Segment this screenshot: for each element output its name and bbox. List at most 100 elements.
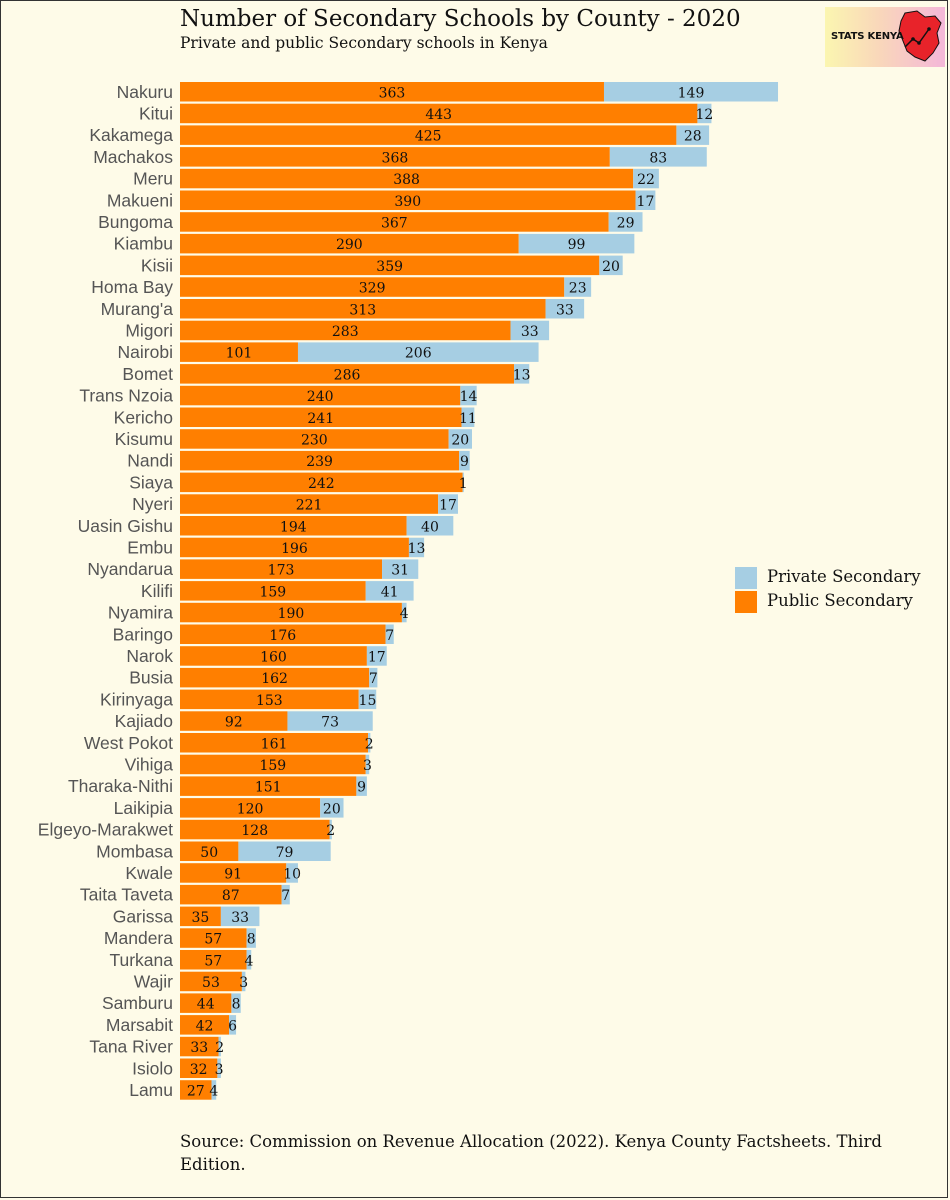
public-value-label: 240 <box>307 389 334 405</box>
logo-text: STATS KENYA <box>831 31 904 42</box>
private-bar-nyamira <box>401 602 407 623</box>
legend-label: Private Secondary <box>767 567 921 586</box>
private-value-label: 99 <box>568 237 586 253</box>
category-label: West Pokot <box>84 733 173 753</box>
public-value-label: 313 <box>349 302 376 318</box>
category-label: Kwale <box>125 863 173 883</box>
category-label: Nakuru <box>117 82 173 102</box>
public-bar-nairobi <box>180 342 298 362</box>
public-bar-nyandarua <box>180 559 383 579</box>
private-value-label: 3 <box>215 1062 224 1078</box>
public-bar-meru <box>180 168 634 189</box>
private-value-label: 1 <box>459 476 468 492</box>
private-bar-kitui <box>697 103 712 124</box>
private-bar-kiambu <box>518 233 635 254</box>
public-bar-kericho <box>180 407 462 427</box>
public-bar-tharaka-nithi <box>180 776 357 796</box>
private-value-label: 8 <box>232 997 241 1013</box>
private-bar-mandera <box>246 928 256 948</box>
private-bar-kakamega <box>676 125 710 145</box>
public-value-label: 91 <box>224 866 242 882</box>
private-value-label: 7 <box>385 628 394 644</box>
private-value-label: 3 <box>239 975 248 991</box>
private-value-label: 23 <box>569 281 587 297</box>
category-label: Homa Bay <box>91 277 173 297</box>
private-value-label: 12 <box>696 107 714 123</box>
public-value-label: 221 <box>296 498 323 514</box>
public-value-label: 53 <box>202 975 220 991</box>
category-label: Kisumu <box>115 429 173 449</box>
public-value-label: 87 <box>222 888 240 904</box>
public-bar-nakuru <box>180 82 604 102</box>
public-bar-kakamega <box>180 125 677 145</box>
category-label: Laikipia <box>114 798 174 818</box>
private-value-label: 73 <box>321 715 339 731</box>
category-label: Embu <box>127 537 173 557</box>
private-bar-nandi <box>459 450 470 471</box>
private-bar-tana-river <box>218 1036 221 1057</box>
public-bar-marsabit <box>180 1015 230 1035</box>
public-value-label: 153 <box>256 693 283 709</box>
public-bar-trans-nzoia <box>180 385 461 406</box>
private-bar-migori <box>510 320 550 341</box>
public-value-label: 329 <box>359 281 386 297</box>
private-value-label: 13 <box>513 367 531 383</box>
public-bar-machakos <box>180 147 610 167</box>
public-value-label: 33 <box>190 1040 208 1056</box>
category-label: Nairobi <box>118 342 173 362</box>
public-bar-kiambu <box>180 233 519 254</box>
category-label: Marsabit <box>106 1015 173 1035</box>
public-value-label: 162 <box>261 671 288 687</box>
public-value-label: 161 <box>261 736 288 752</box>
category-label: Migori <box>125 320 173 340</box>
private-bar-nyandarua <box>382 559 419 579</box>
public-value-label: 190 <box>278 606 305 622</box>
private-value-label: 7 <box>369 671 378 687</box>
public-value-label: 159 <box>259 584 286 600</box>
public-value-label: 57 <box>204 953 222 969</box>
public-bar-makueni <box>180 190 636 210</box>
category-label: Kirinyaga <box>100 689 173 709</box>
public-value-label: 159 <box>259 758 286 774</box>
public-bar-west-pokot <box>180 733 369 753</box>
public-value-label: 241 <box>307 411 334 427</box>
private-value-label: 2 <box>326 823 335 839</box>
private-value-label: 9 <box>460 454 469 470</box>
private-value-label: 20 <box>451 432 469 448</box>
public-value-label: 359 <box>376 259 403 275</box>
private-bar-kwale <box>286 863 298 883</box>
category-label: Samburu <box>102 993 173 1013</box>
category-label: Lamu <box>129 1080 173 1100</box>
public-value-label: 176 <box>269 628 296 644</box>
private-value-label: 79 <box>276 845 294 861</box>
private-bar-kericho <box>461 407 475 427</box>
category-label: Machakos <box>93 147 173 167</box>
private-bar-nakuru <box>603 82 779 102</box>
public-bar-samburu <box>180 993 232 1013</box>
private-value-label: 9 <box>357 780 366 796</box>
category-label: Bomet <box>122 364 173 384</box>
public-value-label: 35 <box>192 910 210 926</box>
category-label: Nyandarua <box>87 559 173 579</box>
private-value-label: 10 <box>283 866 301 882</box>
private-bar-murang-a <box>545 299 585 319</box>
public-bar-bomet <box>180 364 515 384</box>
private-bar-isiolo <box>217 1058 221 1078</box>
chart-subtitle: Private and public Secondary schools in … <box>180 34 548 52</box>
private-value-label: 41 <box>381 584 399 600</box>
public-bar-nandi <box>180 450 460 471</box>
private-value-label: 22 <box>637 172 655 188</box>
public-value-label: 27 <box>187 1083 205 1099</box>
public-bar-narok <box>180 646 367 666</box>
public-bar-isiolo <box>180 1058 218 1078</box>
private-value-label: 17 <box>368 649 386 665</box>
private-bar-wajir <box>241 971 246 992</box>
private-bar-kirinyaga <box>358 689 377 710</box>
category-label: Garissa <box>113 906 174 926</box>
private-value-label: 11 <box>459 411 477 427</box>
public-bar-turkana <box>180 950 247 970</box>
category-label: Mandera <box>104 928 173 948</box>
category-label: Vihiga <box>125 754 174 774</box>
public-bar-tana-river <box>180 1036 219 1057</box>
